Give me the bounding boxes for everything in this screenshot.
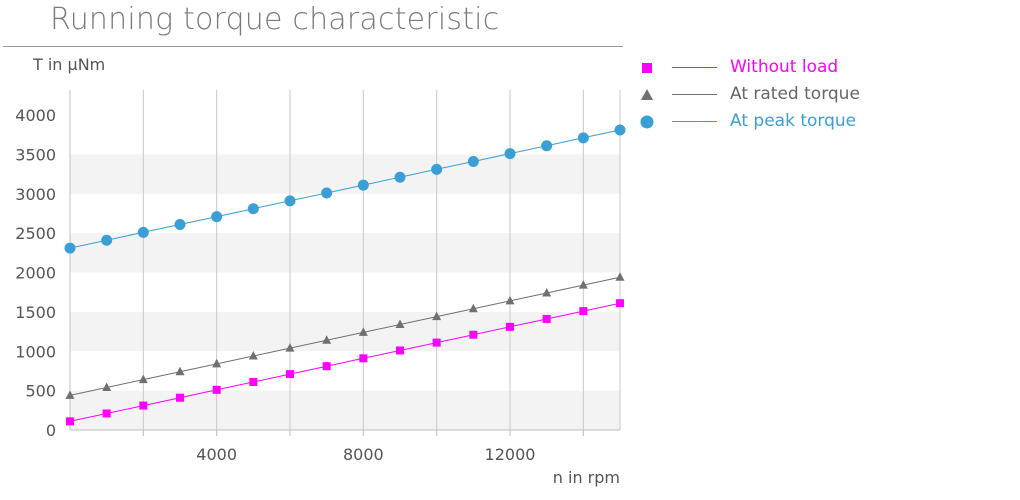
data-point-square (432, 338, 441, 347)
data-point-circle (394, 171, 406, 183)
data-point-circle (577, 132, 589, 144)
data-point-triangle (65, 390, 75, 399)
data-point-triangle (248, 350, 258, 360)
data-point-square (542, 314, 551, 323)
title-underline (3, 46, 623, 47)
y-tick-label: 1000 (15, 342, 56, 361)
data-point-triangle (615, 272, 625, 281)
x-tick-label: 12000 (485, 445, 536, 464)
data-point-triangle (505, 295, 515, 305)
data-point-square (359, 354, 368, 363)
series-group (64, 124, 626, 426)
data-point-triangle (395, 319, 405, 328)
data-point-circle (614, 124, 626, 136)
data-point-square (102, 409, 111, 418)
x-tick-label: 4000 (196, 445, 237, 464)
data-point-circle (504, 148, 516, 160)
data-point-triangle (432, 311, 442, 321)
grid-band (70, 390, 620, 430)
y-tick-label: 4000 (15, 106, 56, 125)
y-tick-label: 2500 (15, 224, 56, 243)
y-tick-label: 0 (46, 421, 56, 440)
legend-marker-square-icon (642, 63, 652, 73)
y-tick-label: 3500 (15, 145, 56, 164)
data-point-circle (64, 242, 76, 254)
data-point-circle (137, 226, 149, 238)
legend-marker-circle-icon (640, 115, 654, 129)
y-tick-labels: 0 500 1000 1500 2000 2500 3000 3500 4000 (15, 106, 56, 440)
data-point-square (139, 401, 148, 410)
legend-line-sample (672, 94, 717, 95)
data-point-square (616, 299, 624, 308)
legend-label: At peak torque (730, 111, 857, 131)
series-line (69, 276, 621, 396)
data-point-circle (321, 187, 333, 199)
data-point-triangle (468, 303, 478, 313)
data-point-square (249, 377, 258, 386)
data-point-circle (284, 195, 296, 207)
y-tick-label: 2000 (15, 264, 56, 283)
y-axis-label: T in μNm (32, 55, 105, 74)
x-tick-label: 8000 (343, 445, 384, 464)
data-point-circle (101, 234, 113, 246)
legend-label: At rated torque (730, 84, 860, 104)
data-point-triangle (175, 366, 185, 376)
data-point-square (66, 417, 74, 426)
grid-bands (70, 154, 620, 430)
data-point-triangle (322, 335, 332, 344)
grid-band (70, 233, 620, 273)
data-point-triangle (212, 358, 222, 368)
data-point-square (176, 393, 184, 402)
data-point-square (286, 370, 294, 379)
data-point-circle (211, 211, 223, 223)
data-point-square (212, 385, 221, 394)
legend-line-sample (672, 67, 717, 68)
data-point-triangle (578, 280, 588, 289)
x-tick-labels: 4000 8000 12000 (196, 445, 535, 464)
grid-band (70, 154, 620, 194)
legend-line-sample (672, 121, 717, 122)
series-line (69, 129, 621, 249)
data-point-triangle (542, 287, 552, 297)
data-point-circle (431, 163, 443, 175)
data-point-square (469, 330, 478, 339)
chart-title: Running torque characteristic (50, 2, 500, 37)
legend-label: Without load (730, 57, 839, 77)
grid-band (70, 311, 620, 352)
data-point-triangle (358, 327, 368, 336)
y-tick-label: 1500 (15, 303, 56, 322)
data-point-circle (357, 179, 369, 191)
data-point-square (396, 346, 404, 355)
data-point-circle (467, 155, 479, 167)
data-point-square (322, 362, 331, 371)
legend-marker-triangle-icon (641, 89, 653, 100)
data-point-square (579, 307, 588, 316)
data-point-circle (541, 140, 553, 152)
data-point-triangle (285, 343, 295, 352)
torque-chart: 0 500 1000 1500 2000 2500 3000 3500 4000 4000 800… (15, 55, 626, 487)
data-point-triangle (138, 374, 148, 384)
data-point-circle (174, 218, 186, 230)
x-axis-label: n in rpm (553, 468, 620, 487)
data-point-square (506, 322, 514, 331)
y-tick-label: 3000 (15, 185, 56, 204)
axes (69, 90, 620, 436)
data-point-triangle (102, 382, 112, 391)
series-line (69, 302, 621, 422)
y-tick-label: 500 (25, 382, 56, 401)
data-point-circle (247, 203, 259, 215)
